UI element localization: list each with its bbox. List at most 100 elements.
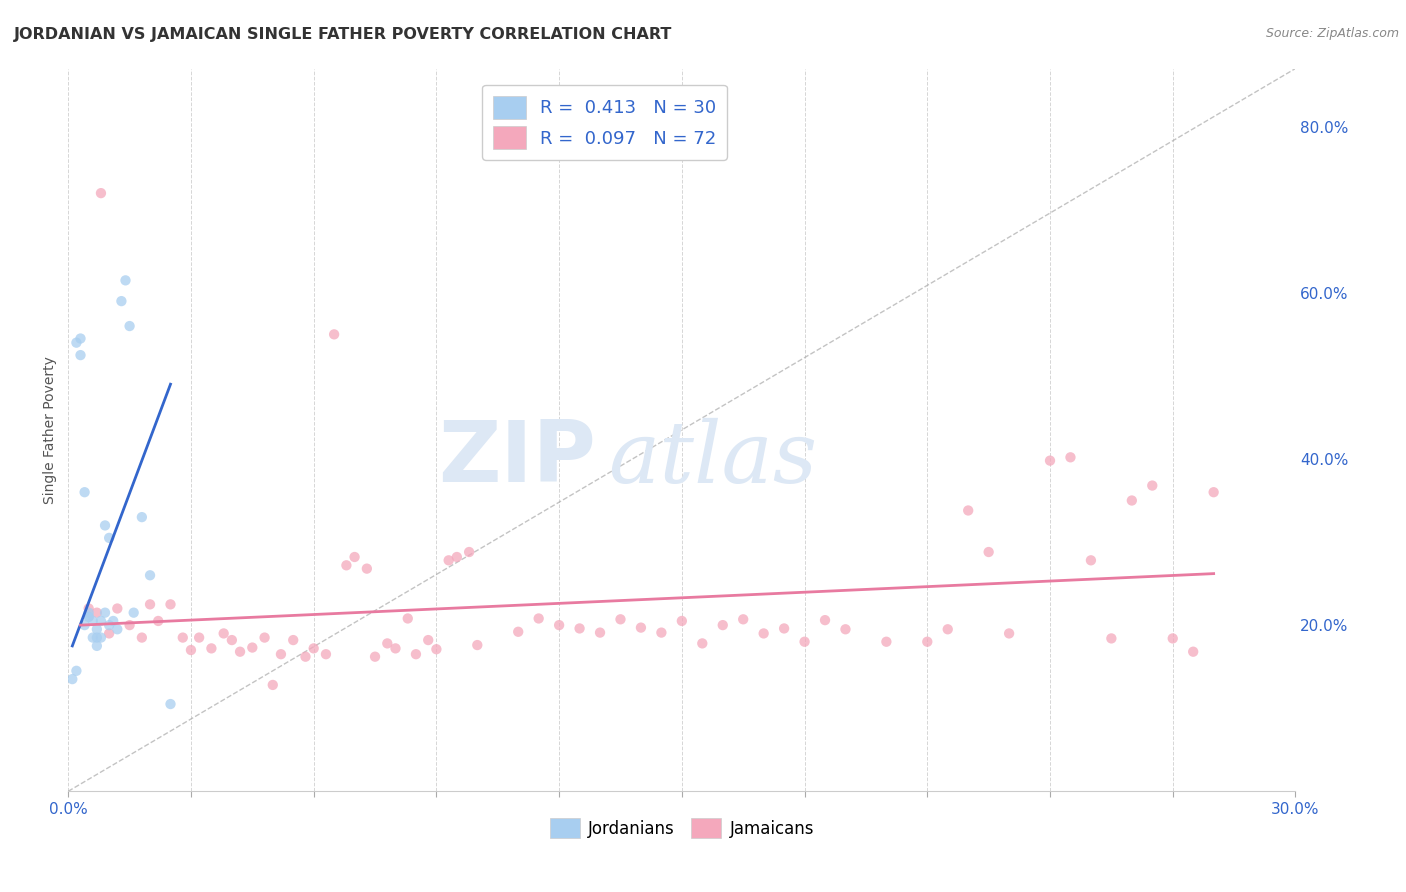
Point bbox=[364, 649, 387, 664]
Point bbox=[139, 598, 162, 612]
Point bbox=[384, 641, 406, 656]
Text: ZIP: ZIP bbox=[439, 417, 596, 500]
Point bbox=[418, 633, 440, 648]
Point bbox=[240, 640, 263, 655]
Point bbox=[957, 503, 980, 517]
Point bbox=[159, 598, 181, 612]
Point bbox=[1182, 645, 1205, 659]
Point bbox=[110, 294, 132, 309]
Point bbox=[834, 622, 856, 636]
Point bbox=[711, 618, 734, 632]
Point bbox=[270, 647, 292, 661]
Point bbox=[1202, 485, 1225, 500]
Point bbox=[103, 614, 125, 628]
Point bbox=[159, 697, 181, 711]
Point bbox=[733, 612, 755, 626]
Point bbox=[94, 518, 117, 533]
Point bbox=[86, 606, 108, 620]
Point bbox=[148, 614, 170, 628]
Point bbox=[82, 631, 104, 645]
Point bbox=[609, 612, 631, 626]
Point bbox=[315, 647, 337, 661]
Point bbox=[773, 622, 796, 636]
Point bbox=[229, 645, 252, 659]
Point bbox=[1142, 478, 1164, 492]
Point bbox=[118, 319, 141, 334]
Point bbox=[122, 606, 145, 620]
Point bbox=[180, 643, 202, 657]
Point bbox=[589, 625, 612, 640]
Point bbox=[262, 678, 284, 692]
Point bbox=[446, 549, 468, 564]
Point bbox=[335, 558, 357, 573]
Point bbox=[69, 331, 91, 345]
Point bbox=[77, 601, 100, 615]
Point bbox=[1161, 632, 1184, 646]
Point bbox=[98, 626, 121, 640]
Point bbox=[630, 621, 652, 635]
Point bbox=[548, 618, 571, 632]
Point bbox=[82, 614, 104, 628]
Point bbox=[73, 618, 96, 632]
Point bbox=[200, 641, 222, 656]
Point bbox=[425, 642, 447, 657]
Point bbox=[1080, 553, 1102, 567]
Point bbox=[527, 611, 550, 625]
Text: Source: ZipAtlas.com: Source: ZipAtlas.com bbox=[1265, 27, 1399, 40]
Point bbox=[752, 626, 775, 640]
Point bbox=[86, 631, 108, 645]
Point bbox=[114, 273, 136, 287]
Point bbox=[65, 335, 87, 350]
Point bbox=[568, 622, 591, 636]
Point bbox=[875, 634, 897, 648]
Point bbox=[437, 553, 460, 567]
Point bbox=[465, 638, 488, 652]
Point bbox=[73, 485, 96, 500]
Point bbox=[118, 618, 141, 632]
Point bbox=[1059, 450, 1081, 465]
Point bbox=[90, 186, 112, 201]
Point bbox=[323, 327, 346, 342]
Point bbox=[1039, 453, 1062, 467]
Y-axis label: Single Father Poverty: Single Father Poverty bbox=[44, 356, 58, 504]
Point bbox=[508, 624, 530, 639]
Point bbox=[98, 531, 121, 545]
Point bbox=[77, 606, 100, 620]
Point bbox=[86, 622, 108, 636]
Point bbox=[131, 510, 153, 524]
Point bbox=[294, 649, 316, 664]
Point bbox=[77, 609, 100, 624]
Point bbox=[671, 614, 693, 628]
Point bbox=[98, 618, 121, 632]
Point bbox=[1121, 493, 1143, 508]
Point bbox=[283, 633, 305, 648]
Point bbox=[188, 631, 211, 645]
Point bbox=[86, 639, 108, 653]
Point bbox=[69, 348, 91, 362]
Point bbox=[343, 549, 366, 564]
Point bbox=[302, 641, 325, 656]
Point bbox=[375, 636, 398, 650]
Point bbox=[94, 606, 117, 620]
Point bbox=[977, 545, 1000, 559]
Point bbox=[458, 545, 481, 559]
Point bbox=[172, 631, 194, 645]
Point bbox=[90, 631, 112, 645]
Point bbox=[90, 614, 112, 628]
Point bbox=[650, 625, 672, 640]
Point bbox=[396, 611, 419, 625]
Point bbox=[405, 647, 427, 661]
Point bbox=[998, 626, 1021, 640]
Point bbox=[917, 634, 939, 648]
Point bbox=[105, 622, 128, 636]
Point bbox=[131, 631, 153, 645]
Point bbox=[692, 636, 714, 650]
Point bbox=[936, 622, 959, 636]
Point bbox=[212, 626, 235, 640]
Legend: Jordanians, Jamaicans: Jordanians, Jamaicans bbox=[543, 812, 821, 845]
Point bbox=[105, 601, 128, 615]
Point bbox=[253, 631, 276, 645]
Point bbox=[1099, 632, 1122, 646]
Point bbox=[139, 568, 162, 582]
Text: JORDANIAN VS JAMAICAN SINGLE FATHER POVERTY CORRELATION CHART: JORDANIAN VS JAMAICAN SINGLE FATHER POVE… bbox=[14, 27, 672, 42]
